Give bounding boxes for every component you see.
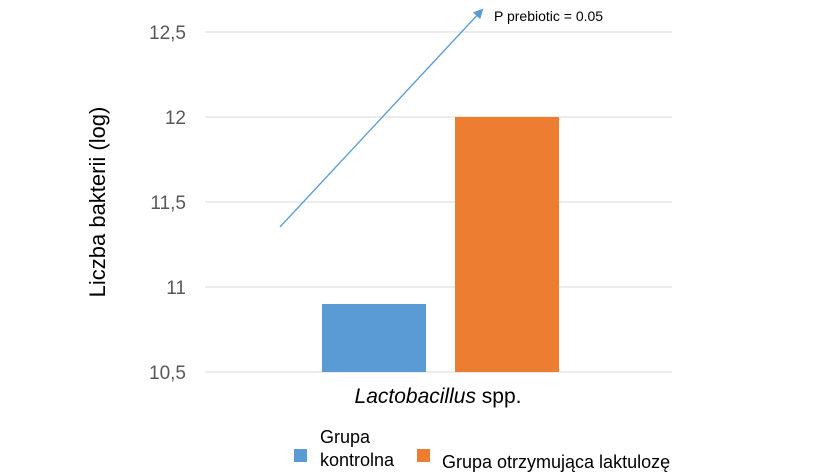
gridlines bbox=[205, 31, 672, 373]
bars bbox=[322, 117, 559, 372]
bar-control bbox=[322, 304, 426, 372]
legend: Grupa kontrolna Grupa otrzymująca laktul… bbox=[294, 427, 670, 472]
bar-lactulose bbox=[455, 117, 559, 372]
y-tick-label: 12,5 bbox=[149, 23, 186, 44]
y-tick-label: 11 bbox=[166, 278, 186, 299]
category-label: Lactobacillus spp. bbox=[355, 385, 522, 408]
y-tick-label: 12 bbox=[165, 108, 186, 129]
category-italic: Lactobacillus bbox=[355, 385, 477, 408]
legend-label-lactulose: Grupa otrzymująca laktulozę bbox=[442, 452, 670, 472]
legend-swatch-lactulose bbox=[417, 449, 430, 462]
legend-label-control-line2: kontrolna bbox=[320, 450, 395, 470]
legend-label-control-line1: Grupa bbox=[320, 427, 371, 447]
y-tick-label: 11,5 bbox=[150, 193, 186, 214]
category-suffix: spp. bbox=[476, 385, 522, 408]
y-axis-label: Liczba bakterii (log) bbox=[85, 107, 110, 298]
y-axis-ticks: 10,5 11 11,5 12 12,5 bbox=[149, 23, 186, 384]
legend-swatch-control bbox=[294, 449, 307, 462]
annotation-text: P prebiotic = 0.05 bbox=[494, 8, 603, 24]
annotation-arrow bbox=[279, 8, 484, 228]
y-tick-label: 10,5 bbox=[149, 363, 186, 384]
